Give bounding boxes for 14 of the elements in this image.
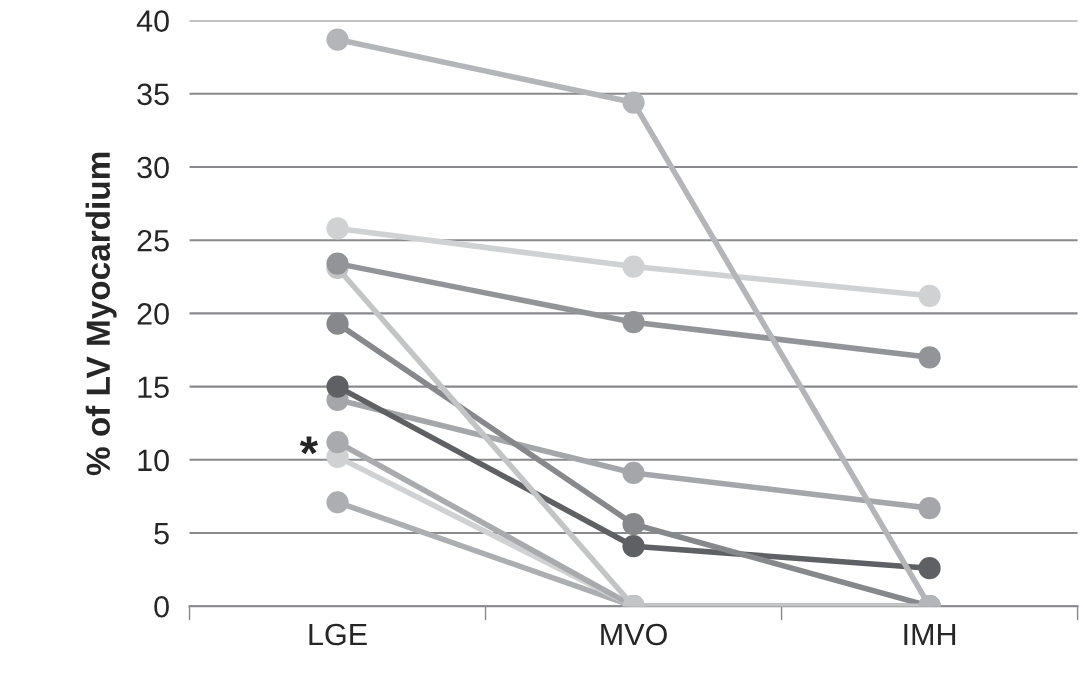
y-tick-label: 10 <box>138 449 169 472</box>
y-tick-label: 40 <box>136 10 169 32</box>
y-tick-label: 30 <box>137 156 169 179</box>
y-tick-label: 35 <box>137 83 169 106</box>
y-axis-title: % of LV Myocardium <box>85 152 117 476</box>
x-tick-label: IMH <box>904 624 956 646</box>
x-tick-label: LGE <box>309 623 367 646</box>
x-tick-label: MVO <box>601 623 667 646</box>
y-tick-label: 25 <box>137 229 169 252</box>
annotation: * <box>299 436 319 455</box>
y-tick-label: 5 <box>154 523 169 545</box>
y-tick-label: 15 <box>138 376 169 398</box>
y-tick-label: 20 <box>137 303 169 325</box>
y-tick-label: 0 <box>154 595 169 618</box>
